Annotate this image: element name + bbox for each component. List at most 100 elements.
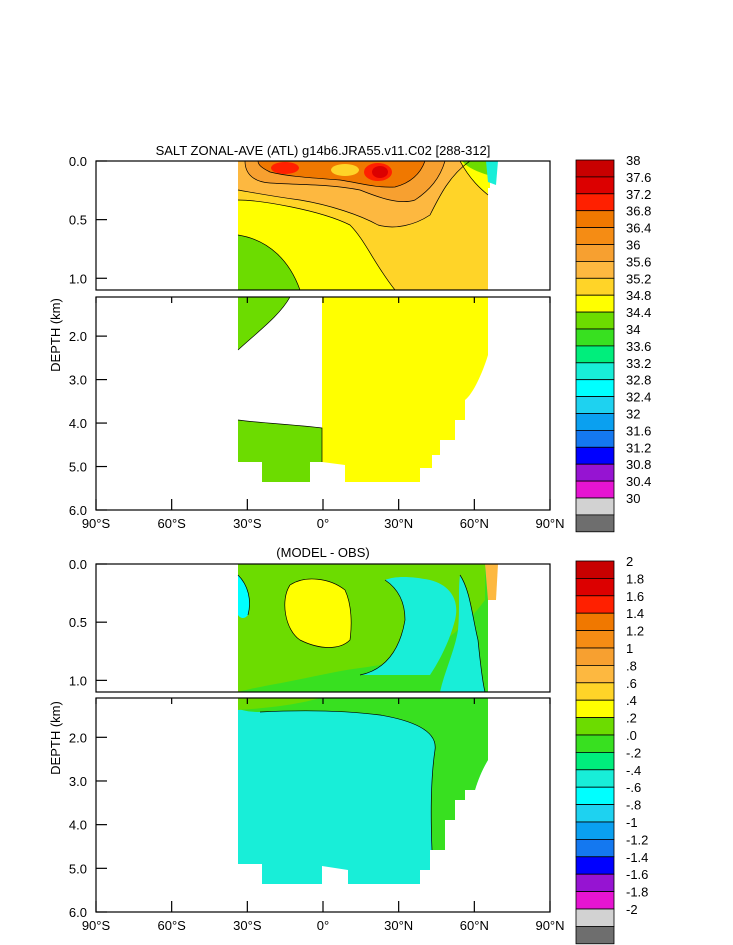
- chart-title-bottom: (MODEL - OBS): [276, 545, 369, 560]
- colorbar-swatch: [575, 699, 615, 719]
- colorbar-swatch: [575, 752, 615, 771]
- colorbar-swatch: [575, 908, 615, 927]
- field-region-34.4-north: [462, 161, 488, 175]
- field-region-35.2-deep: [238, 297, 488, 482]
- field-region-neg-0.2-deep: [238, 698, 488, 884]
- colorbar-swatch: [575, 821, 615, 840]
- salt-field-lower: [237, 297, 488, 482]
- colorbar-swatch: [575, 176, 615, 195]
- y-axis-label-top: DEPTH (km): [48, 298, 63, 372]
- colorbar-label: 31.2: [626, 440, 651, 455]
- x-tick-label: 60°N: [460, 516, 489, 531]
- field-region-0.2-upper: [238, 698, 320, 710]
- x-tick-label: 0°: [317, 918, 329, 933]
- field-region-34.8-upper: [238, 297, 290, 350]
- y-tick-label: 1.0: [69, 271, 87, 286]
- colorbar-swatch: [575, 480, 615, 499]
- x-tick-label: 60°N: [460, 918, 489, 933]
- y-tick-label: 3.0: [69, 373, 87, 388]
- colorbar-swatch: [575, 328, 615, 347]
- colorbar-label: -.6: [626, 780, 641, 795]
- colorbar-label: 1: [626, 641, 633, 656]
- colorbar-swatch: [575, 260, 615, 279]
- field-region-34.8-abyss: [238, 420, 322, 482]
- colorbar-swatch: [575, 210, 615, 228]
- colorbar-label: 36: [626, 238, 640, 253]
- colorbar-label: 36.8: [626, 204, 651, 219]
- colorbar-swatch: [575, 277, 615, 296]
- y-tick-label: 6.0: [69, 905, 87, 920]
- field-region-34.8-south: [238, 235, 300, 290]
- colorbar-label: -1.8: [626, 885, 648, 900]
- diff-field-upper: [237, 564, 498, 692]
- x-tick-label: 0°: [317, 516, 329, 531]
- y-tick-label: 2.0: [69, 329, 87, 344]
- colorbar-label: .8: [626, 658, 637, 673]
- field-region-0.4: [284, 578, 352, 648]
- x-tick-label: 30°N: [384, 918, 413, 933]
- colorbar-swatch: [575, 717, 615, 736]
- colorbar-label: 33.2: [626, 356, 651, 371]
- x-tick-label: 90°N: [535, 516, 564, 531]
- colorbar-label: .2: [626, 711, 637, 726]
- y-axis-label-bottom: DEPTH (km): [48, 701, 63, 775]
- colorbar-label: 37.2: [626, 187, 651, 202]
- colorbar-label: 30.4: [626, 474, 651, 489]
- field-region-0.4-north: [485, 564, 498, 600]
- colorbar-label: 34: [626, 322, 640, 337]
- colorbar-swatch: [575, 873, 615, 893]
- colorbar-swatch: [575, 786, 615, 806]
- y-tick-label: 0.5: [69, 213, 87, 228]
- field-region-neg-0.2-north: [440, 575, 485, 692]
- colorbar-label: .6: [626, 676, 637, 691]
- colorbar-swatch: [575, 413, 615, 431]
- colorbar-swatch: [575, 396, 615, 414]
- colorbar-swatch: [575, 159, 615, 178]
- colorbar-label: -.8: [626, 798, 641, 813]
- colorbar-swatch: [575, 578, 615, 597]
- colorbar-swatch: [575, 193, 615, 212]
- colorbar-swatch: [575, 839, 615, 858]
- y-tick-label: 1.0: [69, 673, 87, 688]
- colorbar-label: 35.2: [626, 271, 651, 286]
- colorbar-swatch: [575, 514, 615, 533]
- colorbar-bottom: 21.81.61.41.21.8.6.4.2.0-.2-.4-.6-.8-1-1…: [575, 554, 648, 945]
- y-tick-label: 4.0: [69, 416, 87, 431]
- colorbar-swatch: [575, 595, 615, 614]
- colorbar-swatch: [575, 769, 615, 788]
- colorbar-label: 32.4: [626, 390, 651, 405]
- y-tick-label: 5.0: [69, 460, 87, 475]
- field-cutoff-north: [488, 188, 498, 290]
- x-tick-label: 30°N: [384, 516, 413, 531]
- colorbar-swatch: [575, 560, 615, 579]
- colorbar-swatch: [575, 244, 615, 262]
- field-region-37.2-west: [271, 162, 299, 174]
- colorbar-label: 30: [626, 491, 640, 506]
- colorbar-swatch: [575, 294, 615, 313]
- y-tick-label: 0.0: [69, 154, 87, 169]
- salt-field-upper: [237, 161, 498, 290]
- y-tick-label: 4.0: [69, 818, 87, 833]
- y-tick-label: 0.0: [69, 557, 87, 572]
- colorbar-swatch: [575, 345, 615, 364]
- colorbar-swatch: [575, 497, 615, 516]
- colorbar-label: 32: [626, 407, 640, 422]
- colorbar-label: .0: [626, 728, 637, 743]
- y-tick-label: 0.5: [69, 615, 87, 630]
- colorbar-swatch: [575, 362, 615, 381]
- colorbar-label: 30.8: [626, 457, 651, 472]
- colorbar-swatch: [575, 630, 615, 649]
- colorbar-label: 1.2: [626, 624, 644, 639]
- colorbar-label: 2: [626, 554, 633, 569]
- x-tick-label: 90°S: [82, 516, 111, 531]
- field-region-37.6: [372, 166, 388, 178]
- colorbar-swatch: [575, 463, 615, 482]
- field-region-neg-0.2-mid: [360, 577, 457, 675]
- field-region-fresh-west: [331, 164, 359, 176]
- colorbar-label: 37.6: [626, 170, 651, 185]
- colorbar-label: 38: [626, 153, 640, 168]
- colorbar-label: 34.8: [626, 288, 651, 303]
- colorbar-label: -1.4: [626, 850, 648, 865]
- colorbar-label: -1.2: [626, 832, 648, 847]
